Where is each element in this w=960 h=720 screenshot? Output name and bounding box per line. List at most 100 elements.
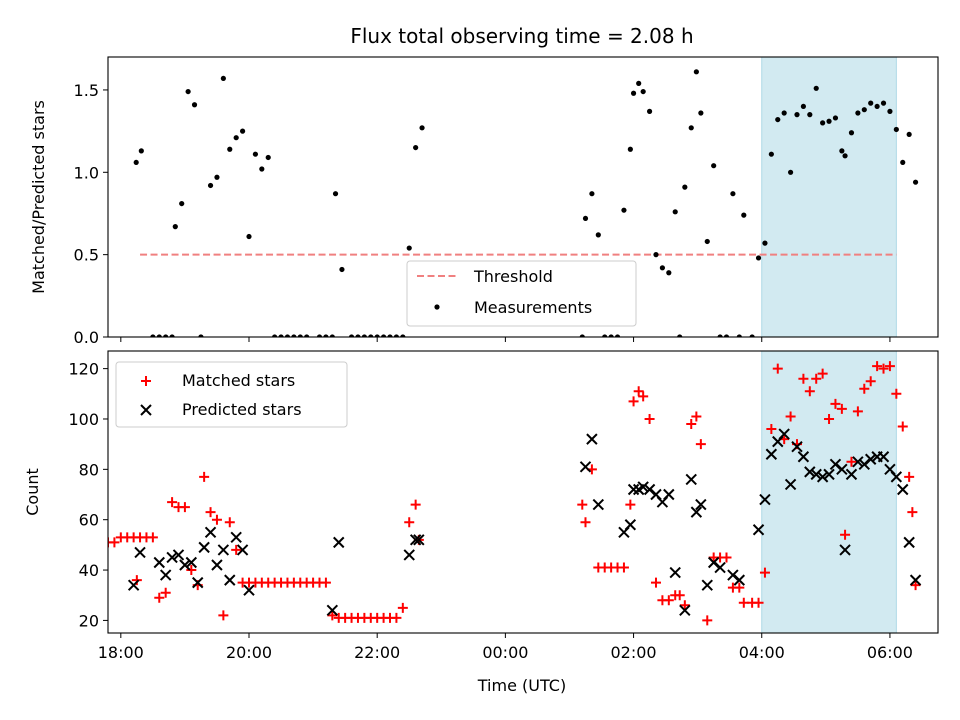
measurement-point — [355, 334, 361, 337]
measurement-point — [874, 103, 880, 110]
predicted-star-point — [637, 481, 649, 493]
predicted-star-point — [236, 544, 249, 556]
x-axis-label-group: Time (UTC) — [477, 676, 566, 695]
measurement-point — [636, 80, 642, 86]
top-axes-frame — [107, 56, 939, 338]
measurement-point — [832, 115, 839, 121]
measurement-point — [736, 334, 742, 337]
predicted-star-point — [192, 576, 204, 589]
measurement-point — [711, 163, 717, 169]
predicted-star-point — [695, 498, 707, 511]
measurement-point — [406, 245, 412, 251]
measurement-point — [332, 191, 339, 197]
measurement-point — [233, 135, 239, 141]
matched-star-point — [695, 439, 706, 450]
measurement-point — [723, 334, 730, 337]
bottom-y-tick-label: 80 — [79, 460, 99, 479]
legend-box — [406, 260, 637, 327]
predicted-star-point — [759, 493, 771, 506]
predicted-star-point — [224, 574, 236, 586]
predicted-star-point — [134, 546, 146, 559]
bottom-legend: Matched stars Predicted stars — [115, 361, 348, 428]
matched-star-point — [811, 373, 822, 384]
measurement-point — [246, 233, 252, 240]
measurement-point — [239, 128, 246, 134]
measurement-point — [291, 334, 297, 337]
predicted-star-point — [784, 478, 797, 491]
predicted-star-point — [204, 526, 217, 538]
measurement-point — [906, 131, 912, 138]
measurement-point — [272, 334, 278, 337]
measurement-point — [698, 110, 704, 116]
matched-star-point — [884, 361, 895, 372]
measurement-point — [839, 148, 845, 154]
matched-star-point — [830, 398, 841, 409]
measurement-point — [717, 334, 723, 337]
legend-predicted-swatch — [140, 404, 152, 416]
measurement-point — [807, 112, 813, 118]
top-y-tick-label: 0.5 — [74, 246, 99, 265]
matched-star-point — [131, 575, 142, 586]
measurement-point — [185, 88, 191, 95]
measurement-point — [284, 334, 291, 337]
measurement-point — [627, 146, 633, 152]
measurement-point — [348, 334, 355, 337]
predicted-star-point — [326, 604, 339, 617]
measurement-point — [259, 166, 265, 172]
measurement-point — [775, 116, 781, 123]
bottom-y-tick-label: 20 — [79, 611, 99, 630]
measurement-point — [688, 125, 694, 131]
legend-matched-swatch — [141, 376, 151, 386]
measurement-point — [207, 182, 214, 189]
bottom-y-axis-label: Count — [23, 468, 42, 516]
matched-star-point — [846, 456, 857, 467]
matched-star-point — [859, 383, 870, 394]
matched-star-point — [674, 590, 685, 601]
matched-star-point — [759, 567, 770, 578]
measurement-point — [646, 108, 653, 114]
bottom-shaded-span — [761, 350, 897, 634]
measurement-point — [150, 334, 156, 337]
matched-star-point — [320, 577, 331, 588]
matched-star-point — [878, 363, 889, 374]
matched-star-point — [327, 610, 338, 621]
matched-star-point — [404, 517, 415, 528]
bottom-axes-frame — [107, 350, 939, 634]
predicted-star-point — [172, 549, 185, 561]
predicted-star-point — [852, 456, 864, 468]
matched-star-point — [824, 413, 835, 424]
measurement-point — [191, 102, 198, 108]
predicted-star-point — [845, 468, 858, 481]
matched-star-point — [231, 544, 242, 555]
matched-star-point — [691, 411, 702, 422]
measurement-point — [693, 69, 699, 75]
predicted-star-point — [810, 468, 822, 481]
measurement-point — [741, 212, 747, 218]
x-tick-label: 00:00 — [482, 643, 528, 662]
legend-predicted-label: Predicted stars — [182, 400, 302, 419]
predicted-star-point — [909, 574, 922, 586]
predicted-star-point — [579, 461, 592, 473]
matched-star-point — [872, 361, 883, 372]
matched-star-point — [650, 577, 661, 588]
matched-star-point — [772, 363, 783, 374]
matched-star-point — [224, 517, 235, 528]
matched-star-point — [160, 587, 171, 598]
matched-star-point — [644, 413, 655, 424]
measurement-point — [868, 100, 874, 106]
measurement-point — [621, 207, 627, 213]
predicted-star-point — [714, 561, 726, 574]
measurement-point — [912, 179, 919, 185]
predicted-star-point — [791, 440, 803, 453]
bottom-y-tick-label: 100 — [68, 410, 99, 429]
measurement-point — [297, 334, 303, 337]
legend-box — [115, 361, 348, 428]
top-y-tick-label: 0.0 — [74, 328, 99, 347]
measurement-point — [861, 107, 867, 113]
measurement-point — [672, 209, 678, 215]
predicted-star-point — [211, 559, 223, 571]
matched-star-point — [618, 562, 629, 573]
matched-star-point — [721, 552, 732, 563]
predicted-star-point — [627, 483, 640, 496]
